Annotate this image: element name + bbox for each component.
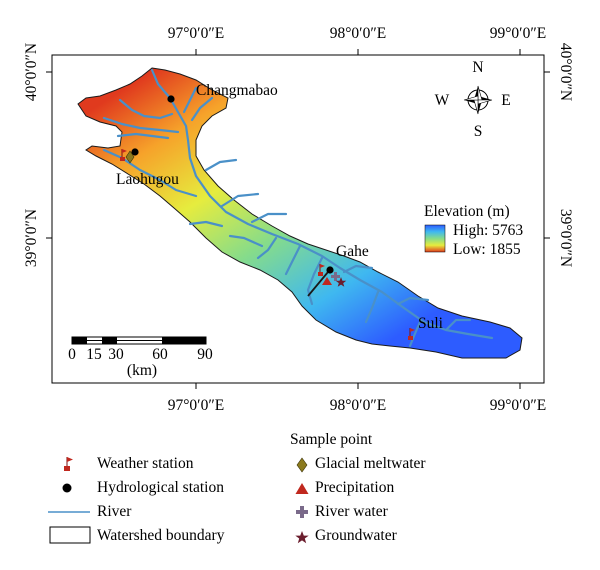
gahe-precipitation-icon (322, 277, 332, 285)
gahe-groundwater-icon (335, 277, 347, 287)
compass-e: E (501, 92, 510, 109)
laohugou-hydro-station (131, 148, 139, 156)
changmabao-hydro-station (167, 95, 175, 103)
legend-watershed-boundary-icon (49, 526, 91, 544)
river-segment-gahe (307, 271, 329, 297)
legend-weather-station-icon (64, 457, 73, 471)
scale-tick-15: 15 (86, 346, 102, 363)
bottom-lon-label-2: 98°0′0″E (330, 397, 387, 414)
elevation-low: Low: 1855 (453, 241, 521, 258)
laohugou-weather-station-icon (120, 149, 127, 161)
scale-tick-60: 60 (152, 346, 168, 363)
scale-tick-0: 0 (68, 346, 76, 363)
left-lat-label-1: 40°0′0″N (23, 43, 40, 101)
compass-s: S (474, 123, 483, 140)
compass-w: W (435, 92, 450, 109)
label-laohugou: Laohugou (116, 171, 179, 188)
frame-ticks (46, 49, 550, 389)
legend-glacial-meltwater-icon (296, 457, 308, 473)
legend-precipitation-icon (295, 483, 309, 494)
top-lon-label-3: 99°0′0″E (490, 25, 547, 42)
gahe-river-water-icon (331, 272, 340, 281)
gahe-hydro-station (326, 266, 334, 274)
bottom-lon-label-1: 97°0′0″E (168, 397, 225, 414)
laohugou-glacial-meltwater-icon (125, 150, 135, 164)
legend-groundwater-icon (295, 531, 309, 544)
bottom-lon-label-3: 99°0′0″E (490, 397, 547, 414)
top-lon-label-1: 97°0′0″E (168, 25, 225, 42)
right-lat-label-1: 40°0′0″N (557, 43, 574, 101)
river-network (102, 68, 494, 348)
right-lat-label-2: 39°0′0″N (557, 209, 574, 267)
scale-bar (71, 336, 207, 345)
scale-unit: (km) (127, 362, 157, 379)
scale-tick-30: 30 (108, 346, 124, 363)
map-frame (51, 54, 545, 384)
legend-river-water-icon (296, 506, 308, 518)
label-changmabao: Changmabao (196, 82, 278, 99)
elevation-title: Elevation (m) (424, 203, 510, 220)
compass-rose-icon (463, 85, 493, 115)
scale-tick-90: 90 (197, 346, 213, 363)
label-suli: Suli (418, 315, 444, 332)
elevation-high: High: 5763 (453, 222, 523, 239)
left-lat-label-2: 39°0′0″N (23, 209, 40, 267)
label-gahe: Gahe (336, 243, 369, 260)
legend-hydrological-station-icon (62, 483, 72, 493)
suli-weather-station-icon (408, 328, 415, 340)
top-lon-label-2: 98°0′0″E (330, 25, 387, 42)
gahe-weather-station-icon (318, 264, 325, 276)
elevation-color-ramp (424, 224, 446, 253)
compass-n: N (472, 59, 483, 76)
